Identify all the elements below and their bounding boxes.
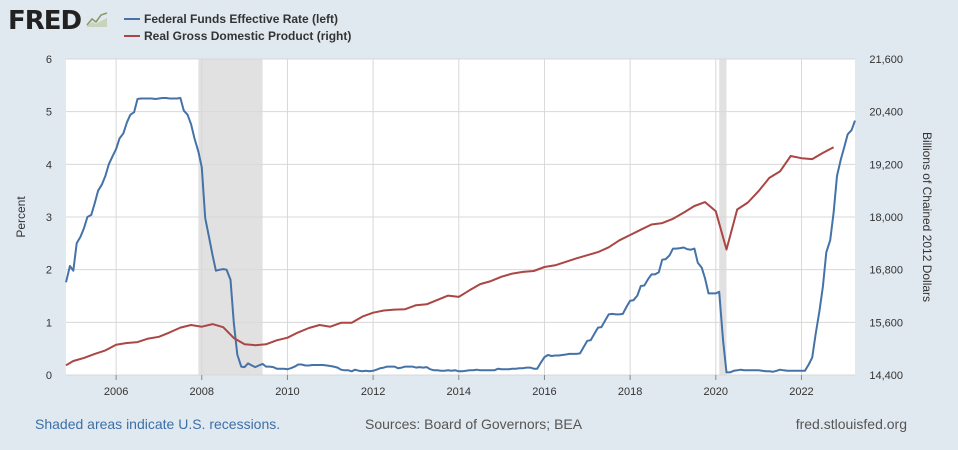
right-tick-label: 20,400 — [869, 107, 903, 119]
x-tick-label: 2016 — [532, 386, 556, 398]
right-tick-label: 14,400 — [869, 370, 903, 382]
x-tick-label: 2018 — [618, 386, 642, 398]
chart-legend: Federal Funds Effective Rate (left) Real… — [124, 10, 351, 44]
x-tick-label: 2020 — [704, 386, 728, 398]
x-tick-label: 2010 — [275, 386, 299, 398]
site-link[interactable]: fred.stlouisfed.org — [795, 416, 907, 432]
legend-swatch-gdp — [124, 34, 140, 37]
fred-logo[interactable]: FRED — [8, 6, 110, 36]
series-line-fed-funds — [65, 97, 856, 374]
right-tick-label: 18,000 — [869, 212, 903, 224]
left-axis-title: Percent — [14, 196, 28, 238]
sources-note[interactable]: Sources: Board of Governors; BEA — [365, 416, 583, 432]
right-tick-label: 16,800 — [869, 265, 903, 277]
x-tick-label: 2008 — [190, 386, 214, 398]
left-tick-label: 5 — [46, 107, 52, 119]
x-tick-label: 2014 — [447, 386, 471, 398]
series-line-gdp — [65, 146, 835, 367]
legend-item-gdp[interactable]: Real Gross Domestic Product (right) — [124, 27, 351, 44]
legend-swatch-fed-funds — [124, 17, 140, 20]
legend-label-gdp: Real Gross Domestic Product (right) — [144, 28, 352, 43]
chart-canvas: 0 1 2 3 4 5 6 14,400 15,600 16,800 18,000 19,200 20,… — [14, 54, 934, 398]
left-tick-label: 3 — [46, 212, 52, 224]
right-tick-label: 21,600 — [869, 54, 903, 66]
left-tick-label: 4 — [46, 159, 52, 171]
left-tick-label: 0 — [46, 370, 52, 382]
x-tick-label: 2012 — [361, 386, 385, 398]
x-tick-label: 2022 — [789, 386, 813, 398]
x-tick-label: 2006 — [104, 386, 128, 398]
logo-text: FRED — [8, 6, 82, 36]
recession-note[interactable]: Shaded areas indicate U.S. recessions. — [35, 416, 281, 432]
left-tick-label: 6 — [46, 54, 52, 66]
right-tick-label: 19,200 — [869, 159, 903, 171]
left-tick-label: 2 — [46, 265, 52, 277]
header: FRED Federal Funds Effective Rate (left)… — [0, 0, 958, 50]
right-axis-title: Billions of Chained 2012 Dollars — [920, 132, 934, 302]
legend-item-fed-funds[interactable]: Federal Funds Effective Rate (left) — [124, 10, 351, 27]
trend-line-icon — [85, 9, 110, 33]
legend-label-fed-funds: Federal Funds Effective Rate (left) — [144, 11, 339, 26]
left-tick-label: 1 — [46, 317, 52, 329]
right-tick-label: 15,600 — [869, 317, 903, 329]
